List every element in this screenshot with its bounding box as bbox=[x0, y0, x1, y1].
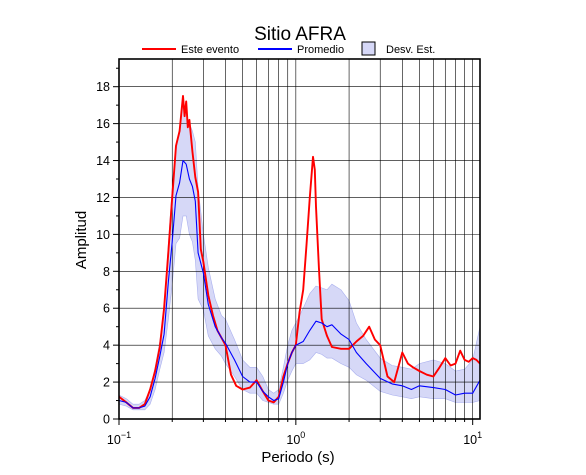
legend-label-mean: Promedio bbox=[297, 44, 344, 56]
series-line-mean bbox=[118, 159, 481, 409]
y-tick-label: 8 bbox=[103, 265, 110, 279]
plot-area: 0 2 4 6 8 10 12 14 16 18 10−1 100 101 bbox=[96, 58, 482, 447]
x-tick-label: 10−1 bbox=[107, 430, 131, 447]
y-tick-label: 12 bbox=[96, 191, 110, 205]
legend: Este evento Promedio Desv. Est. bbox=[142, 41, 435, 56]
y-axis-label: Amplitud bbox=[73, 211, 90, 269]
y-tick-label: 2 bbox=[103, 376, 110, 390]
y-tick-label: 16 bbox=[96, 117, 110, 131]
y-tick-label: 10 bbox=[96, 228, 110, 242]
x-tick-label: 101 bbox=[463, 430, 482, 447]
chart-title: Sitio AFRA bbox=[254, 24, 346, 45]
legend-label-band: Desv. Est. bbox=[386, 44, 435, 56]
x-tick-label: 100 bbox=[286, 430, 305, 447]
legend-label-event: Este evento bbox=[181, 44, 239, 56]
y-tick-label: 0 bbox=[103, 413, 110, 427]
y-tick-label: 18 bbox=[96, 80, 110, 94]
plot-frame bbox=[118, 58, 481, 420]
y-tick-label: 14 bbox=[96, 154, 110, 168]
y-tick-label: 6 bbox=[103, 302, 110, 316]
std-dev-band bbox=[118, 105, 481, 411]
y-tick-label: 4 bbox=[103, 339, 110, 353]
x-axis-label: Periodo (s) bbox=[261, 449, 334, 466]
legend-swatch-band bbox=[361, 41, 376, 56]
